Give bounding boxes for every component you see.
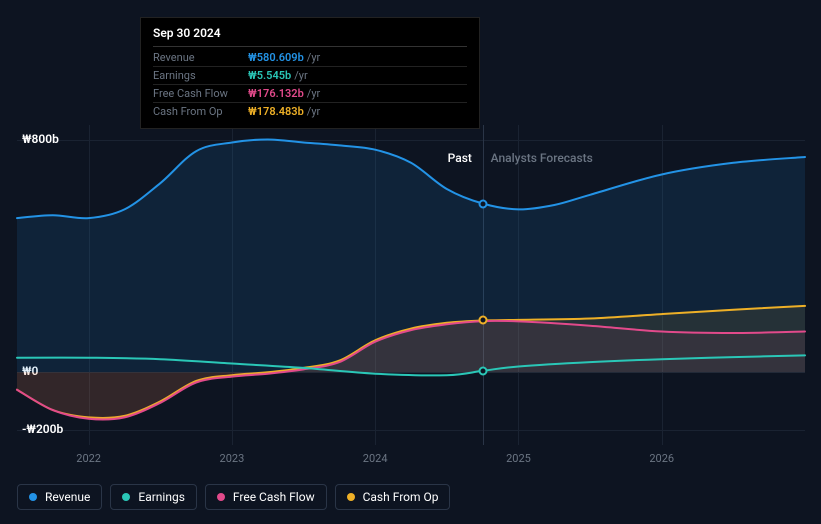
legend-dot-icon [29, 493, 37, 501]
chart-legend: Revenue Earnings Free Cash Flow Cash From O… [17, 484, 450, 510]
x-axis-label: 2025 [506, 452, 531, 465]
legend-item-revenue[interactable]: Revenue [17, 484, 102, 510]
tooltip-row: Free Cash Flow₩176.132b/yr [153, 85, 467, 103]
tooltip-row: Revenue₩580.609b/yr [153, 49, 467, 67]
legend-label: Earnings [138, 490, 185, 504]
tooltip-value: ₩580.609b [248, 51, 304, 64]
chart-tooltip: Sep 30 2024 Revenue₩580.609b/yrEarnings₩… [140, 17, 480, 129]
x-axis-label: 2024 [363, 452, 388, 465]
tooltip-unit: /yr [307, 105, 320, 118]
tooltip-unit: /yr [294, 69, 307, 82]
tooltip-row: Earnings₩5.545b/yr [153, 67, 467, 85]
x-axis-label: 2026 [649, 452, 674, 465]
legend-item-free-cash-flow[interactable]: Free Cash Flow [205, 484, 327, 510]
legend-label: Revenue [45, 490, 90, 504]
legend-item-cash-from-op[interactable]: Cash From Op [335, 484, 451, 510]
plot-area: ₩800b₩0-₩200b 20222023202420252026 Past … [17, 125, 805, 445]
legend-dot-icon [122, 493, 130, 501]
marker-revenue [478, 199, 487, 208]
tooltip-unit: /yr [307, 51, 320, 64]
tooltip-value: ₩178.483b [248, 105, 304, 118]
tooltip-value: ₩176.132b [248, 87, 304, 100]
tooltip-date: Sep 30 2024 [153, 26, 467, 47]
legend-dot-icon [217, 493, 225, 501]
legend-label: Cash From Op [363, 490, 439, 504]
tooltip-label: Cash From Op [153, 105, 248, 118]
tooltip-row: Cash From Op₩178.483b/yr [153, 103, 467, 120]
tooltip-label: Revenue [153, 51, 248, 64]
x-axis-label: 2023 [220, 452, 245, 465]
legend-item-earnings[interactable]: Earnings [110, 484, 197, 510]
tooltip-label: Earnings [153, 69, 248, 82]
tooltip-label: Free Cash Flow [153, 87, 248, 100]
tooltip-unit: /yr [307, 87, 320, 100]
x-axis-label: 2022 [76, 452, 101, 465]
marker-cash-from-op [478, 316, 487, 325]
legend-label: Free Cash Flow [233, 490, 315, 504]
chart-container: Sep 30 2024 Revenue₩580.609b/yrEarnings₩… [0, 0, 821, 524]
chart-lines [17, 125, 805, 445]
legend-dot-icon [347, 493, 355, 501]
marker-earnings [478, 366, 487, 375]
tooltip-value: ₩5.545b [248, 69, 291, 82]
